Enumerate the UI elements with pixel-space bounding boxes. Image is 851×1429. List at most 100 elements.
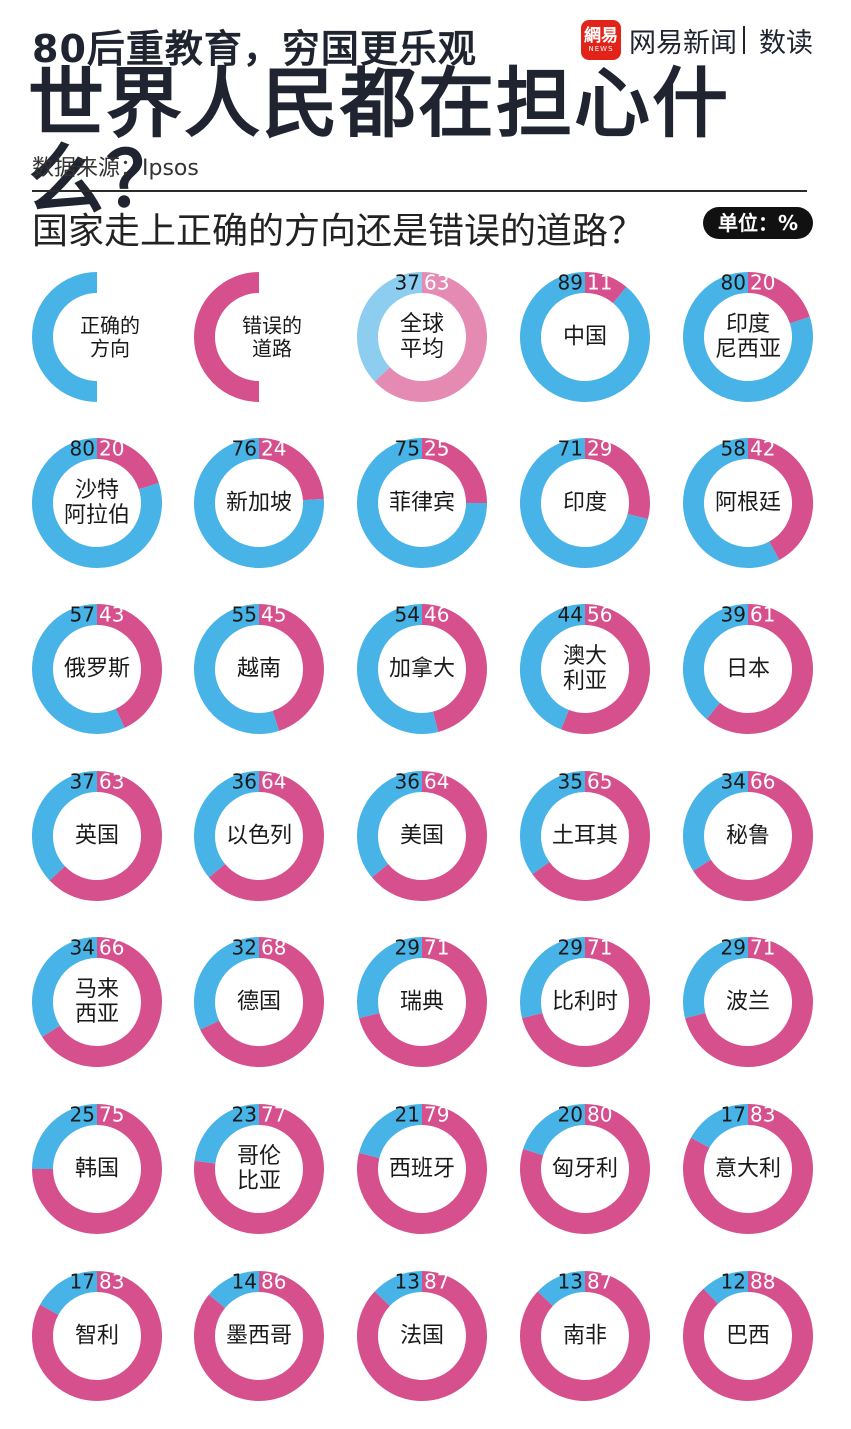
donut-秘鲁: 34 66 秘鲁 <box>683 770 813 901</box>
donut-匈牙利: 20 80 匈牙利 <box>520 1103 650 1234</box>
wrong-value-label: 24 <box>261 437 286 461</box>
right-value-label: 25 <box>70 1103 95 1127</box>
country-label: 利亚 <box>563 669 607 694</box>
logo-mark-sub: NEWS <box>588 45 614 53</box>
wrong-arc <box>258 604 324 731</box>
wrong-arc <box>685 937 813 1067</box>
country-label: 菲律宾 <box>389 491 455 516</box>
wrong-value-label: 43 <box>99 603 124 627</box>
donut-智利: 17 83 智利 <box>32 1270 162 1401</box>
wrong-value-label: 71 <box>750 936 775 960</box>
wrong-arc <box>194 1104 324 1234</box>
legend-item: 错误的道路 <box>194 272 302 402</box>
right-arc <box>520 604 586 730</box>
country-label: 中国 <box>563 325 607 350</box>
wrong-arc <box>42 937 162 1067</box>
country-label: 阿拉伯 <box>64 503 130 528</box>
right-value-label: 34 <box>70 936 95 960</box>
right-value-label: 35 <box>558 770 583 794</box>
right-arc <box>32 604 125 734</box>
right-arc <box>691 1104 749 1149</box>
right-value-label: 44 <box>558 603 583 627</box>
wrong-value-label: 25 <box>424 437 449 461</box>
donut-墨西哥: 14 86 墨西哥 <box>194 1270 324 1401</box>
right-arc <box>32 438 162 568</box>
right-arc <box>520 272 650 402</box>
wrong-value-label: 80 <box>587 1103 612 1127</box>
right-arc <box>194 937 260 1030</box>
right-arc <box>683 272 813 402</box>
wrong-arc <box>421 438 487 504</box>
country-label: 瑞典 <box>400 990 444 1015</box>
wrong-value-label: 65 <box>587 770 612 794</box>
country-label: 澳大 <box>563 644 607 669</box>
wrong-value-label: 45 <box>261 603 286 627</box>
logo-brand: 网易新闻 <box>629 27 737 59</box>
country-label: 印度 <box>563 491 607 516</box>
donut-土耳其: 35 65 土耳其 <box>520 770 650 901</box>
right-arc <box>523 1104 586 1156</box>
right-value-label: 17 <box>721 1103 746 1127</box>
country-label: 沙特 <box>75 478 119 503</box>
wrong-value-label: 11 <box>587 271 612 295</box>
right-value-label: 37 <box>395 271 420 295</box>
logo-separator <box>743 26 745 54</box>
wrong-arc <box>194 1271 324 1401</box>
donut-越南: 55 45 越南 <box>194 603 324 734</box>
wrong-arc <box>96 604 162 728</box>
wrong-arc <box>32 1271 162 1401</box>
right-arc <box>683 771 749 871</box>
right-arc <box>683 604 749 720</box>
chart-question: 国家走上正确的方向还是错误的道路？ <box>32 211 645 252</box>
right-arc <box>40 1271 98 1316</box>
right-arc <box>537 1271 586 1307</box>
country-label: 法国 <box>400 1324 444 1349</box>
wrong-value-label: 61 <box>750 603 775 627</box>
legend-half-ring <box>194 272 260 402</box>
wrong-value-label: 29 <box>587 437 612 461</box>
right-value-label: 36 <box>395 770 420 794</box>
country-label: 秘鲁 <box>726 824 770 849</box>
right-value-label: 17 <box>70 1270 95 1294</box>
country-label: 平均 <box>400 337 444 362</box>
wrong-arc <box>683 1271 813 1401</box>
legend-label: 方向 <box>90 337 130 361</box>
unit-badge: 单位：% <box>703 207 813 239</box>
country-label: 西亚 <box>75 1002 119 1027</box>
wrong-arc <box>683 1104 813 1234</box>
right-value-label: 21 <box>395 1103 420 1127</box>
country-label: 哥伦 <box>237 1144 281 1169</box>
country-label: 马来 <box>75 977 119 1002</box>
wrong-value-label: 88 <box>750 1270 775 1294</box>
wrong-arc <box>520 1104 650 1234</box>
right-arc <box>357 438 487 568</box>
country-label: 意大利 <box>715 1157 781 1182</box>
country-label: 土耳其 <box>552 824 618 849</box>
wrong-arc <box>747 438 813 560</box>
wrong-arc <box>359 937 487 1067</box>
wrong-arc <box>561 604 650 734</box>
wrong-value-label: 20 <box>750 271 775 295</box>
wrong-arc <box>693 771 813 901</box>
legend-half-ring <box>32 272 98 402</box>
donut-菲律宾: 75 25 菲律宾 <box>357 437 487 568</box>
right-value-label: 71 <box>558 437 583 461</box>
country-label: 美国 <box>400 824 444 849</box>
right-value-label: 75 <box>395 437 420 461</box>
donut-韩国: 25 75 韩国 <box>32 1103 162 1234</box>
donut-比利时: 29 71 比利时 <box>520 936 650 1067</box>
wrong-value-label: 63 <box>99 770 124 794</box>
right-value-label: 37 <box>70 770 95 794</box>
wrong-arc <box>522 937 650 1067</box>
right-value-label: 29 <box>558 936 583 960</box>
wrong-arc <box>374 272 487 402</box>
country-label: 日本 <box>726 657 770 682</box>
right-value-label: 12 <box>721 1270 746 1294</box>
wrong-arc <box>49 771 162 901</box>
wrong-value-label: 68 <box>261 936 286 960</box>
